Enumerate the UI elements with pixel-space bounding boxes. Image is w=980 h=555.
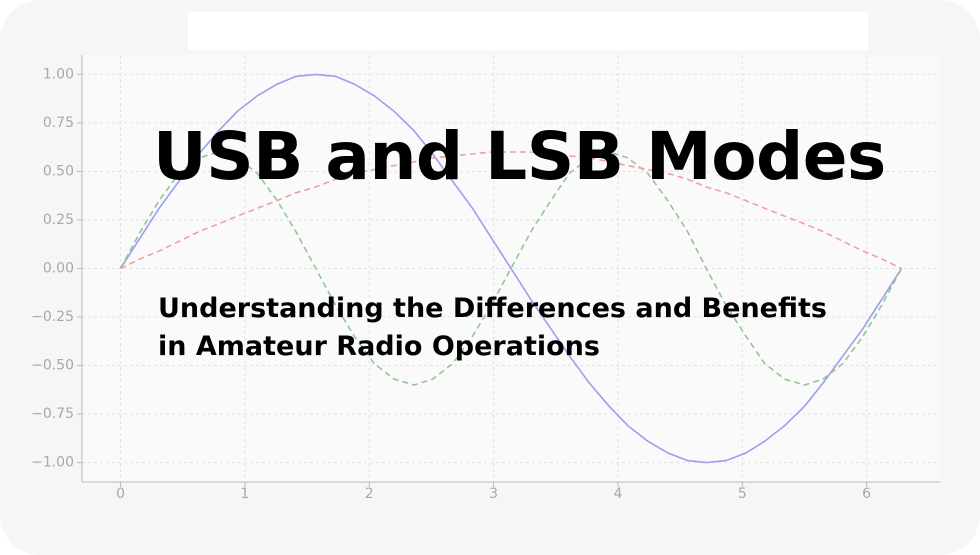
y-tick-label: −1.00 — [31, 455, 74, 471]
grid — [77, 55, 940, 487]
line — [119, 73, 903, 464]
subtitle: Understanding the Differences and Benefi… — [158, 293, 827, 362]
x-tick-label: 1 — [240, 486, 249, 502]
x-tick-label: 2 — [365, 486, 374, 502]
title: USB and LSB Modes — [153, 118, 886, 195]
y-tick-label: 1.00 — [43, 66, 74, 82]
tick-labels: 1.00 0.75 0.50 0.25 0.00 −0.25 −0.50 −0.75 −1.00… — [31, 66, 871, 502]
y-tick-label: 0.25 — [43, 212, 74, 228]
line — [120, 151, 902, 270]
x-tick-label: 3 — [489, 486, 498, 502]
y-tick-label: 0.50 — [43, 163, 74, 179]
y-tick-label: −0.50 — [31, 358, 74, 374]
line — [119, 151, 903, 386]
y-tick-label: 0.00 — [43, 261, 74, 277]
lines — [119, 73, 903, 464]
y-tick-label: −0.25 — [31, 309, 74, 325]
x-tick-label: 5 — [738, 486, 747, 502]
y-tick-label: 0.75 — [43, 115, 74, 131]
x-tick-label: 0 — [116, 486, 125, 502]
blank-block — [188, 12, 868, 50]
y-tick-label: −0.75 — [31, 406, 74, 422]
x-tick-label: 4 — [613, 486, 622, 502]
x-tick-label: 6 — [862, 486, 871, 502]
